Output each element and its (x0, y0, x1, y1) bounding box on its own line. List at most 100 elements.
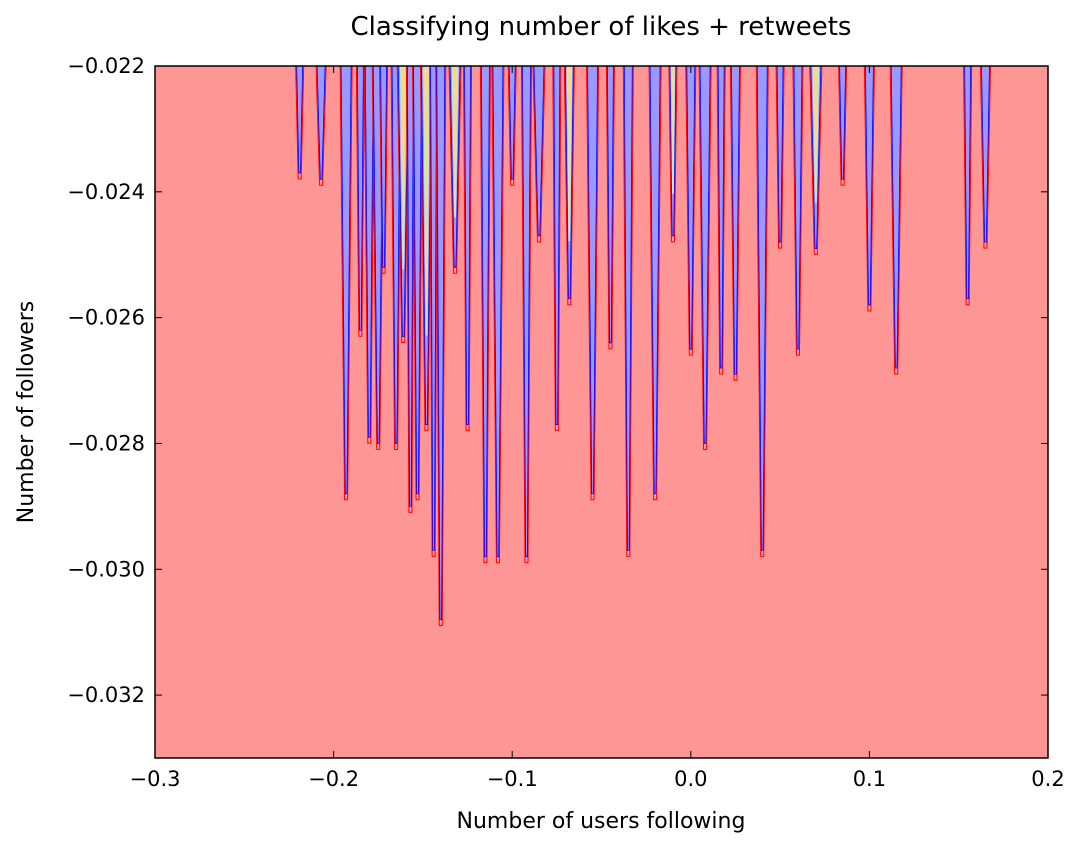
y-axis-ticks: −0.022 −0.024 −0.026 −0.028 −0.030 −0.032 (67, 54, 1048, 707)
decision-region (430, 66, 438, 551)
contour-outline (648, 66, 662, 501)
decision-region-inner (566, 66, 573, 241)
y-tick-label: −0.024 (67, 180, 145, 204)
contour-outline (586, 66, 600, 501)
decision-region (380, 66, 388, 268)
contour-outline (419, 66, 433, 432)
contour-outline (716, 66, 726, 375)
contour-outline (429, 66, 439, 557)
contour-outline (479, 66, 491, 564)
contour-outline (889, 66, 903, 375)
decision-region-inner (812, 66, 820, 204)
decision-region (756, 66, 768, 551)
decision-region (623, 66, 633, 551)
x-tick-label: 0.0 (674, 767, 707, 791)
y-tick-label: −0.032 (67, 683, 145, 707)
contour-outline (412, 66, 424, 501)
contour-outline (396, 66, 410, 344)
y-tick-label: −0.026 (67, 306, 145, 330)
contour-outline (963, 66, 973, 306)
contour-outline (863, 66, 875, 312)
chart-title: Classifying number of likes + retweets (351, 12, 852, 42)
x-tick-label: −0.2 (308, 767, 359, 791)
contour-outline (315, 66, 327, 186)
decision-region (699, 66, 711, 444)
contour-outline (552, 66, 562, 432)
contour-regions (295, 66, 991, 627)
decision-region (406, 66, 414, 507)
decision-region (864, 66, 874, 306)
decision-region (364, 66, 374, 438)
contour-outline (520, 66, 532, 564)
contour-outline (755, 66, 769, 557)
contour-outline (448, 66, 462, 274)
contour-outline (295, 66, 305, 180)
contour-outline (435, 66, 447, 627)
plot-area-background (155, 66, 1048, 758)
contour-outline (491, 66, 505, 564)
decision-region (839, 66, 847, 180)
decision-region (717, 66, 725, 369)
contour-outline (405, 66, 415, 513)
decision-region (533, 66, 545, 237)
decision-region (316, 66, 326, 180)
contour-outline (371, 66, 385, 450)
contour-outline (838, 66, 848, 186)
decision-region-inner (451, 66, 459, 218)
decision-region (356, 66, 364, 331)
contour-outline (339, 66, 353, 501)
contour-outline (809, 66, 823, 255)
plot-frame (154, 65, 1049, 759)
decision-region (981, 66, 990, 243)
decision-region (964, 66, 972, 300)
contour-outline (532, 66, 546, 243)
x-axis-ticks: −0.3 −0.2 −0.1 0.0 0.1 0.2 (130, 66, 1065, 791)
decision-region (464, 66, 471, 425)
decision-region (649, 66, 661, 495)
y-tick-label: −0.030 (67, 557, 145, 581)
decision-region (340, 66, 352, 495)
contour-outline (729, 66, 741, 381)
decision-region (776, 66, 784, 243)
contour-outline (792, 66, 804, 356)
contour-outline (622, 66, 634, 557)
decision-region (890, 66, 902, 369)
contour-outline (379, 66, 389, 274)
decision-region (391, 66, 401, 444)
contour-outline (363, 66, 375, 444)
x-tick-label: 0.2 (1031, 767, 1064, 791)
contour-outline (979, 66, 991, 249)
contour-outline (605, 66, 615, 350)
decision-region-inner (670, 66, 676, 194)
decision-region (587, 66, 598, 495)
contour-outline (685, 66, 697, 356)
x-tick-label: −0.1 (487, 767, 538, 791)
contour-outline (355, 66, 365, 337)
decision-region-inner (399, 66, 407, 270)
contour-outline (463, 66, 473, 432)
contour-outline (775, 66, 785, 249)
decision-region-inner (423, 66, 430, 336)
decision-region (436, 66, 446, 620)
y-tick-label: −0.028 (67, 431, 145, 455)
contour-outline (390, 66, 402, 450)
decision-region (492, 66, 504, 558)
contour-outline (507, 66, 517, 186)
decision-region (553, 66, 561, 425)
decision-region (296, 66, 304, 174)
decision-region (686, 66, 696, 350)
x-tick-label: 0.1 (853, 767, 886, 791)
y-tick-label: −0.022 (67, 54, 145, 78)
x-axis-label: Number of users following (457, 809, 746, 834)
decision-region (731, 66, 740, 375)
y-axis-label: Number of followers (14, 301, 39, 524)
decision-region (607, 66, 614, 344)
decision-region (413, 66, 422, 495)
contour-outline (698, 66, 712, 450)
decision-region (522, 66, 531, 558)
x-tick-label: −0.3 (130, 767, 181, 791)
contour-outline (668, 66, 678, 243)
decision-region (793, 66, 803, 350)
decision-region (481, 66, 490, 558)
